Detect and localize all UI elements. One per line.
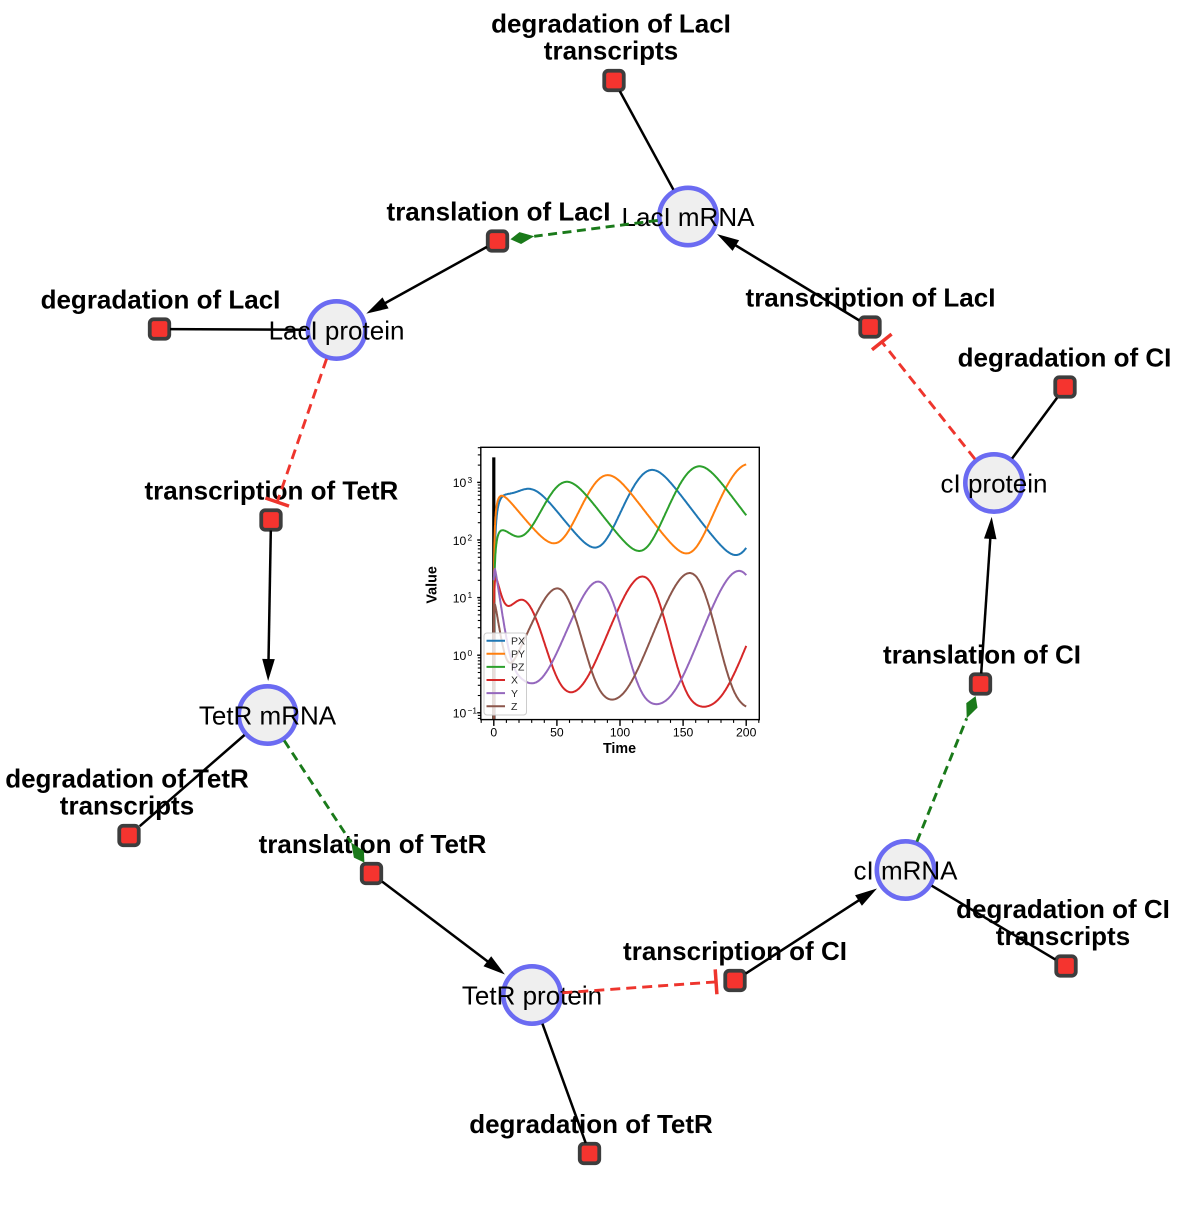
svg-text:Z: Z	[511, 701, 518, 713]
svg-text:−1: −1	[468, 705, 478, 715]
svg-text:10: 10	[453, 649, 467, 663]
svg-text:degradation of TetR: degradation of TetR	[5, 764, 249, 794]
svg-text:cI mRNA: cI mRNA	[854, 855, 959, 885]
svg-text:transcription of CI: transcription of CI	[623, 936, 847, 966]
svg-text:PX: PX	[511, 635, 525, 647]
svg-text:3: 3	[468, 475, 473, 485]
svg-text:50: 50	[550, 725, 564, 739]
svg-text:10: 10	[453, 591, 467, 605]
svg-text:0: 0	[490, 725, 497, 739]
svg-text:10: 10	[453, 707, 467, 721]
svg-text:transcripts: transcripts	[60, 791, 194, 821]
svg-text:2: 2	[468, 533, 473, 543]
svg-text:0: 0	[468, 648, 473, 658]
svg-text:degradation of LacI: degradation of LacI	[41, 285, 281, 315]
svg-text:10: 10	[453, 534, 467, 548]
svg-text:degradation of CI: degradation of CI	[956, 894, 1170, 924]
svg-text:TetR protein: TetR protein	[462, 980, 602, 1010]
svg-text:degradation of TetR: degradation of TetR	[469, 1109, 713, 1139]
svg-text:translation of LacI: translation of LacI	[387, 197, 611, 227]
svg-text:PY: PY	[511, 649, 525, 661]
svg-text:Y: Y	[511, 688, 518, 700]
svg-text:transcription of LacI: transcription of LacI	[746, 283, 996, 313]
svg-text:10: 10	[453, 476, 467, 490]
svg-text:cI protein: cI protein	[941, 468, 1048, 498]
svg-text:200: 200	[736, 725, 757, 739]
svg-text:100: 100	[610, 725, 631, 739]
svg-text:150: 150	[673, 725, 694, 739]
svg-text:TetR mRNA: TetR mRNA	[199, 700, 337, 730]
svg-text:degradation of LacI: degradation of LacI	[491, 9, 731, 39]
svg-text:1: 1	[468, 590, 473, 600]
svg-text:degradation of CI: degradation of CI	[958, 343, 1172, 373]
svg-text:PZ: PZ	[511, 662, 525, 674]
svg-text:transcripts: transcripts	[544, 36, 678, 66]
svg-text:Value: Value	[424, 566, 440, 603]
svg-text:X: X	[511, 675, 518, 687]
svg-text:LacI mRNA: LacI mRNA	[622, 202, 756, 232]
svg-text:Time: Time	[603, 741, 636, 757]
svg-text:translation of TetR: translation of TetR	[259, 829, 487, 859]
